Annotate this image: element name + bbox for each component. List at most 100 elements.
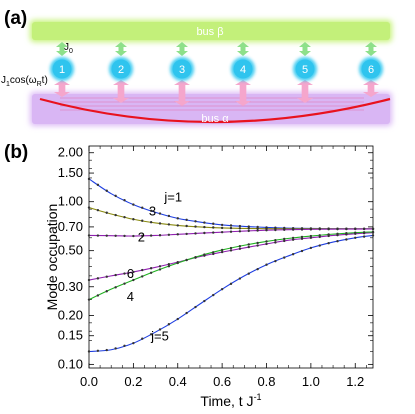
series-point <box>362 235 366 238</box>
mode-label: 2 <box>118 64 124 76</box>
series-point <box>362 231 366 234</box>
series-point <box>247 227 250 230</box>
series-point <box>185 258 188 262</box>
y-tick-label: 1.50 <box>58 165 83 180</box>
y-tick-label: 1.00 <box>58 194 83 209</box>
series-point <box>114 194 117 198</box>
series-point <box>203 231 206 235</box>
x-tick-label: 0.2 <box>124 374 142 389</box>
series-point <box>114 347 117 350</box>
series-point <box>274 239 277 242</box>
x-axis-title: Time, t J-1 <box>200 392 261 409</box>
bus-beta-label: bus β <box>196 26 223 38</box>
mode-circle <box>361 59 381 79</box>
static-coupling-arrow <box>176 42 188 56</box>
series-line-6 <box>88 232 374 281</box>
panel-b-label: (b) <box>4 142 28 163</box>
series-point <box>300 228 304 231</box>
series-point <box>300 249 304 253</box>
series-point <box>96 277 100 280</box>
series-point <box>96 183 100 187</box>
series-point <box>176 224 179 227</box>
series-point <box>212 231 215 234</box>
series-point <box>105 275 108 278</box>
series-point <box>87 206 91 209</box>
series-point <box>318 228 321 231</box>
drive-coupling-arrow <box>54 80 70 97</box>
series-point <box>87 298 91 301</box>
series-point <box>283 228 286 231</box>
series-point <box>362 227 366 231</box>
series-point <box>309 228 313 231</box>
series-point <box>220 223 224 227</box>
series-point <box>256 229 259 232</box>
curve-label: 6 <box>127 266 134 281</box>
curve-label: 4 <box>127 289 134 304</box>
static-coupling-arrow <box>237 42 249 56</box>
series-point <box>371 234 375 237</box>
series-point <box>149 234 153 237</box>
series-point <box>194 225 197 228</box>
series-point <box>96 234 100 237</box>
y-tick-label: 0.10 <box>58 356 83 371</box>
drive-coupling-arrow <box>363 80 379 97</box>
series-point <box>291 228 295 231</box>
x-axis: 0.0 0.2 0.4 0.6 0.8 1.0 1.2 <box>80 146 367 389</box>
series-point <box>158 265 162 268</box>
series-line-j1 <box>88 178 374 230</box>
series-point <box>158 222 162 225</box>
series-point <box>96 208 100 212</box>
x-tick-label: 1.2 <box>346 374 364 389</box>
series-point <box>105 189 108 192</box>
series-line-j5 <box>88 234 374 353</box>
curve-label: 3 <box>149 204 156 219</box>
series-point <box>149 221 153 224</box>
series-point <box>87 350 91 353</box>
y-axis: 0.10 0.15 0.20 0.30 0.50 0.70 1.00 1.50 2.00 <box>58 145 373 371</box>
series-point <box>220 287 224 291</box>
plot-frame <box>88 145 374 369</box>
series-point <box>149 267 153 270</box>
series-point <box>212 251 215 254</box>
series-point <box>203 299 206 303</box>
series-point <box>185 218 188 222</box>
series-point <box>345 232 348 235</box>
series-point <box>167 233 171 236</box>
series-point <box>265 263 268 266</box>
series-point <box>141 206 144 209</box>
series-point <box>176 233 179 236</box>
curve-labels: j=1 32 6 4 j=5 <box>127 190 182 344</box>
series-point <box>194 220 197 223</box>
series-point <box>238 277 242 280</box>
series-point <box>149 209 153 212</box>
series-point <box>176 317 179 321</box>
series-point <box>158 212 162 215</box>
bus-alpha-curve <box>39 97 391 124</box>
series-point <box>336 232 339 236</box>
series-point <box>132 218 135 221</box>
series-point <box>274 228 277 232</box>
series-point <box>291 236 295 240</box>
series-point <box>345 238 348 241</box>
curve-label: 2 <box>138 229 145 244</box>
mode-circle <box>295 59 315 79</box>
series-point <box>274 241 277 244</box>
series-point <box>105 234 108 237</box>
series-point <box>354 227 357 231</box>
series-point <box>309 246 313 250</box>
mode-circle <box>111 59 131 79</box>
series-point <box>167 323 171 326</box>
series-point <box>212 222 215 225</box>
series-point <box>283 237 286 241</box>
y-tick-label: 0.50 <box>58 243 83 258</box>
series-point <box>185 224 188 228</box>
drive-coupling-arrow <box>235 80 251 106</box>
series-point <box>185 232 188 236</box>
series-point <box>229 249 233 252</box>
series-point <box>309 234 313 238</box>
series-point <box>238 230 242 233</box>
series-line-2 <box>88 228 374 237</box>
series-point <box>132 278 135 282</box>
series-point <box>336 239 339 243</box>
series-point <box>229 226 233 230</box>
